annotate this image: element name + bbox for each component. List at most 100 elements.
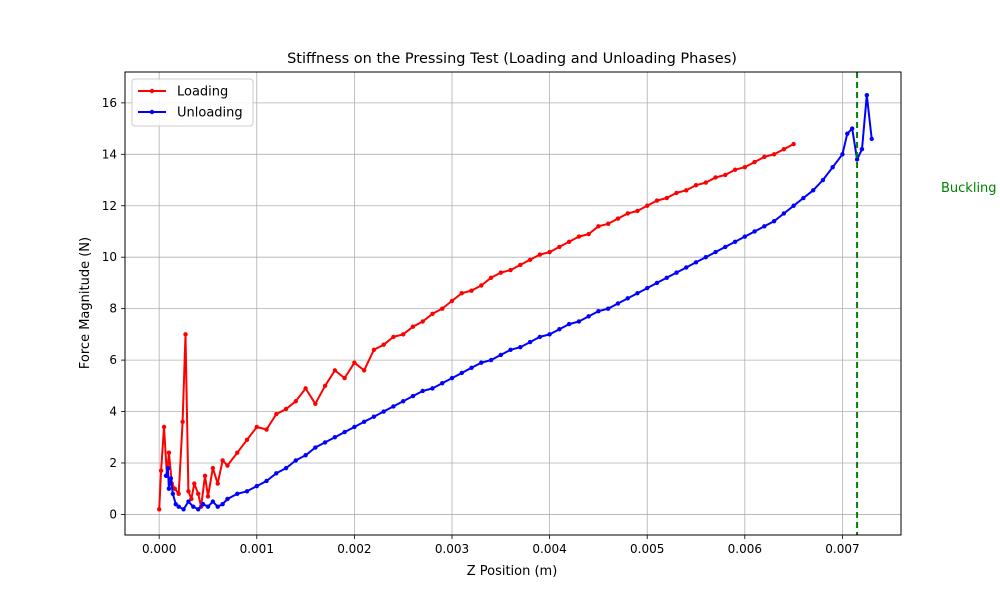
data-point	[274, 471, 279, 476]
data-point	[322, 383, 328, 389]
data-point	[586, 231, 591, 237]
data-point	[381, 409, 386, 414]
data-point	[293, 399, 299, 404]
data-point	[527, 257, 533, 262]
legend-marker	[149, 109, 155, 115]
data-point	[830, 164, 835, 170]
data-point	[420, 319, 425, 324]
y-axis-label: Force Magnitude (N)	[78, 237, 93, 369]
data-point	[170, 491, 176, 497]
data-point	[752, 159, 757, 165]
data-point	[210, 499, 216, 504]
data-point	[391, 404, 396, 409]
data-point	[459, 291, 464, 296]
data-point	[576, 319, 582, 324]
data-point	[274, 411, 279, 417]
data-point	[381, 342, 386, 347]
data-point	[547, 249, 552, 255]
data-point	[283, 465, 289, 471]
data-point	[537, 252, 543, 257]
data-point	[557, 244, 562, 250]
data-point	[332, 368, 338, 373]
data-point	[168, 476, 174, 481]
data-point	[537, 334, 543, 340]
data-point	[410, 393, 416, 399]
data-point	[186, 499, 191, 504]
data-point	[605, 221, 611, 226]
data-point	[180, 419, 185, 425]
x-tick-label: 0.007	[825, 542, 859, 556]
x-axis-ticks: 0.000 0.001 0.002 0.003 0.004 0.005 0.006 0.007	[142, 535, 860, 556]
data-point	[742, 164, 748, 170]
data-point	[849, 126, 855, 131]
data-point	[654, 198, 660, 203]
data-point	[762, 154, 767, 160]
data-point	[518, 262, 523, 268]
data-point	[410, 324, 416, 329]
data-point	[459, 370, 464, 376]
data-point	[596, 309, 601, 314]
data-point	[235, 491, 240, 497]
data-point	[488, 275, 494, 280]
data-point	[635, 291, 640, 296]
data-point	[664, 195, 669, 201]
data-point	[596, 224, 601, 229]
data-point	[161, 424, 167, 430]
data-point	[479, 360, 484, 365]
data-point	[225, 496, 230, 502]
data-point	[173, 501, 178, 507]
data-point	[674, 270, 679, 275]
data-point	[361, 419, 367, 425]
data-point	[732, 167, 738, 172]
legend: Loading Unloading	[131, 78, 254, 127]
data-point	[615, 216, 621, 221]
data-point	[518, 345, 523, 350]
x-axis-label: Z Position (m)	[467, 564, 558, 579]
data-point	[771, 152, 777, 157]
data-point	[801, 195, 806, 201]
data-point	[166, 486, 172, 491]
data-point	[244, 489, 250, 494]
data-point	[645, 203, 650, 208]
data-point	[313, 401, 318, 407]
data-point	[361, 368, 367, 373]
data-point	[186, 489, 191, 494]
x-tick-label: 0.002	[337, 542, 371, 556]
y-tick-label: 12	[102, 199, 117, 213]
y-tick-label: 14	[102, 147, 117, 161]
data-point	[605, 306, 611, 311]
y-axis-ticks: 0 2 4 6 8 10 12 14 16	[102, 96, 125, 521]
data-point	[420, 388, 425, 394]
data-point	[479, 283, 484, 288]
data-point	[264, 427, 269, 432]
data-point	[264, 478, 269, 484]
data-point	[196, 507, 201, 512]
data-point	[498, 352, 503, 358]
data-point	[527, 339, 533, 345]
data-point	[840, 152, 845, 157]
data-point	[210, 465, 216, 471]
data-point	[400, 332, 406, 337]
data-point	[566, 239, 572, 244]
data-point	[225, 463, 230, 468]
chart-title: Stiffness on the Pressing Test (Loading …	[287, 51, 737, 67]
data-point	[693, 260, 699, 265]
data-point	[215, 504, 220, 509]
y-tick-label: 6	[109, 353, 117, 367]
data-point	[645, 285, 650, 291]
y-tick-label: 2	[109, 456, 117, 470]
data-point	[674, 190, 679, 196]
data-point	[693, 182, 699, 188]
data-point	[820, 177, 826, 183]
data-point	[625, 211, 630, 216]
data-point	[810, 188, 816, 193]
data-point	[635, 208, 640, 214]
data-point	[205, 494, 211, 499]
data-point	[391, 334, 396, 340]
data-point	[158, 468, 164, 473]
data-point	[864, 92, 870, 98]
x-tick-label: 0.006	[728, 542, 762, 556]
data-point	[781, 146, 787, 152]
plot-area-frame	[124, 71, 902, 536]
